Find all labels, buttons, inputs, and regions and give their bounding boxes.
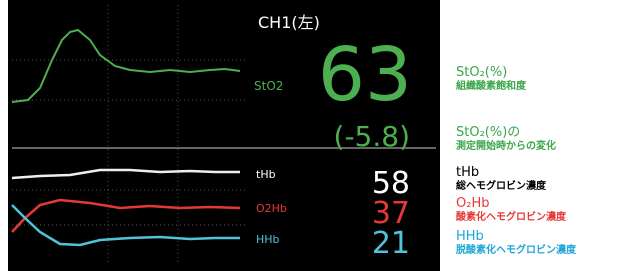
legend-title: O₂Hb bbox=[456, 196, 489, 211]
change-readout: (-5.8) bbox=[334, 120, 410, 153]
page: {"monitor": {"channel": "CH1(左)", "trace… bbox=[0, 0, 621, 271]
trace-label: O2Hb bbox=[256, 202, 287, 215]
trace-label: StO2 bbox=[254, 79, 283, 93]
legend-subtitle: 酸素化ヘモグロビン濃度 bbox=[456, 210, 567, 223]
legend: StO₂(%) 組織酸素飽和度 StO₂(%)の 測定開始時からの変化 tHb … bbox=[456, 65, 577, 256]
legend-title: HHb bbox=[456, 229, 484, 244]
monitor: CH1(左) StO2 tHb O2Hb HHb 63 (-5.8) 58 37… bbox=[8, 0, 440, 271]
legend-subtitle: 総ヘモグロビン濃度 bbox=[456, 179, 547, 192]
screen: CH1(左) StO2 tHb O2Hb HHb 63 (-5.8) 58 37… bbox=[0, 0, 621, 271]
legend-subtitle: 測定開始時からの変化 bbox=[456, 139, 556, 152]
hhb-readout: 21 bbox=[372, 226, 410, 261]
legend-title: StO₂(%)の bbox=[456, 125, 520, 140]
channel-label: CH1(左) bbox=[258, 13, 320, 32]
legend-title: StO₂(%) bbox=[456, 65, 507, 80]
legend-subtitle: 脱酸素化ヘモグロビン濃度 bbox=[456, 243, 577, 256]
trace-label: tHb bbox=[256, 168, 276, 181]
legend-subtitle: 組織酸素飽和度 bbox=[456, 79, 527, 92]
legend-title: tHb bbox=[456, 165, 479, 180]
trace-label: HHb bbox=[256, 233, 280, 246]
sto2-readout: 63 bbox=[318, 32, 412, 118]
